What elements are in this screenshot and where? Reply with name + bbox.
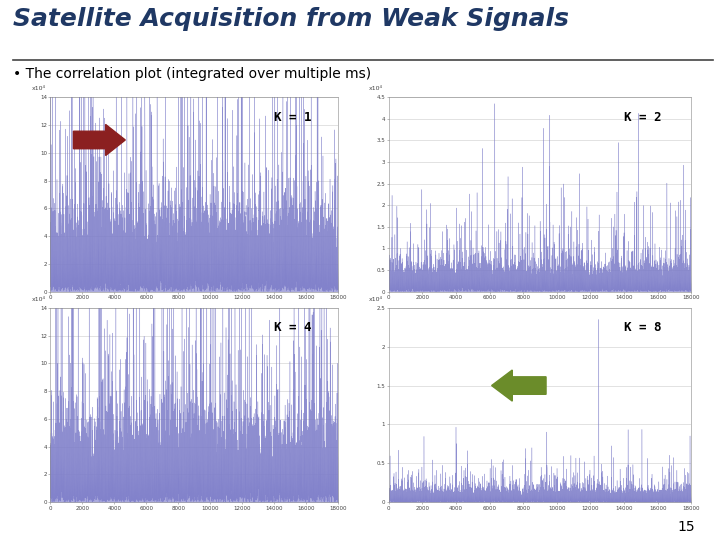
FancyArrow shape <box>492 370 546 401</box>
Text: 15: 15 <box>678 519 695 534</box>
Text: Satellite Acquisition from Weak Signals: Satellite Acquisition from Weak Signals <box>13 7 569 31</box>
Text: K = 8: K = 8 <box>624 321 662 334</box>
Text: • The correlation plot (integrated over multiple ms): • The correlation plot (integrated over … <box>13 68 371 82</box>
Text: x10⁴: x10⁴ <box>369 86 383 91</box>
Text: K = 2: K = 2 <box>624 111 662 124</box>
Text: K = 1: K = 1 <box>274 111 311 124</box>
Text: x10⁴: x10⁴ <box>32 297 45 302</box>
Text: x10⁴: x10⁴ <box>369 297 383 302</box>
FancyArrow shape <box>73 124 125 156</box>
Text: x10⁴: x10⁴ <box>32 86 45 91</box>
Text: K = 4: K = 4 <box>274 321 311 334</box>
